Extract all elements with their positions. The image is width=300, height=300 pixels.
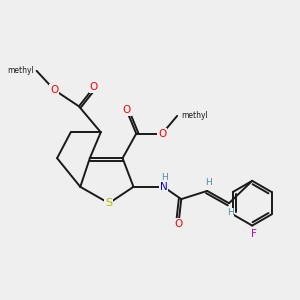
Text: O: O <box>50 85 58 95</box>
Text: O: O <box>90 82 98 92</box>
Text: O: O <box>123 105 131 116</box>
Text: S: S <box>105 198 112 208</box>
Text: N: N <box>160 182 167 192</box>
Text: F: F <box>250 229 256 239</box>
Text: methyl: methyl <box>7 66 34 75</box>
Text: H: H <box>205 178 212 187</box>
Text: H: H <box>161 173 168 182</box>
Text: H: H <box>227 208 234 217</box>
Text: O: O <box>158 129 166 139</box>
Text: O: O <box>174 219 183 229</box>
Text: methyl: methyl <box>181 111 208 120</box>
